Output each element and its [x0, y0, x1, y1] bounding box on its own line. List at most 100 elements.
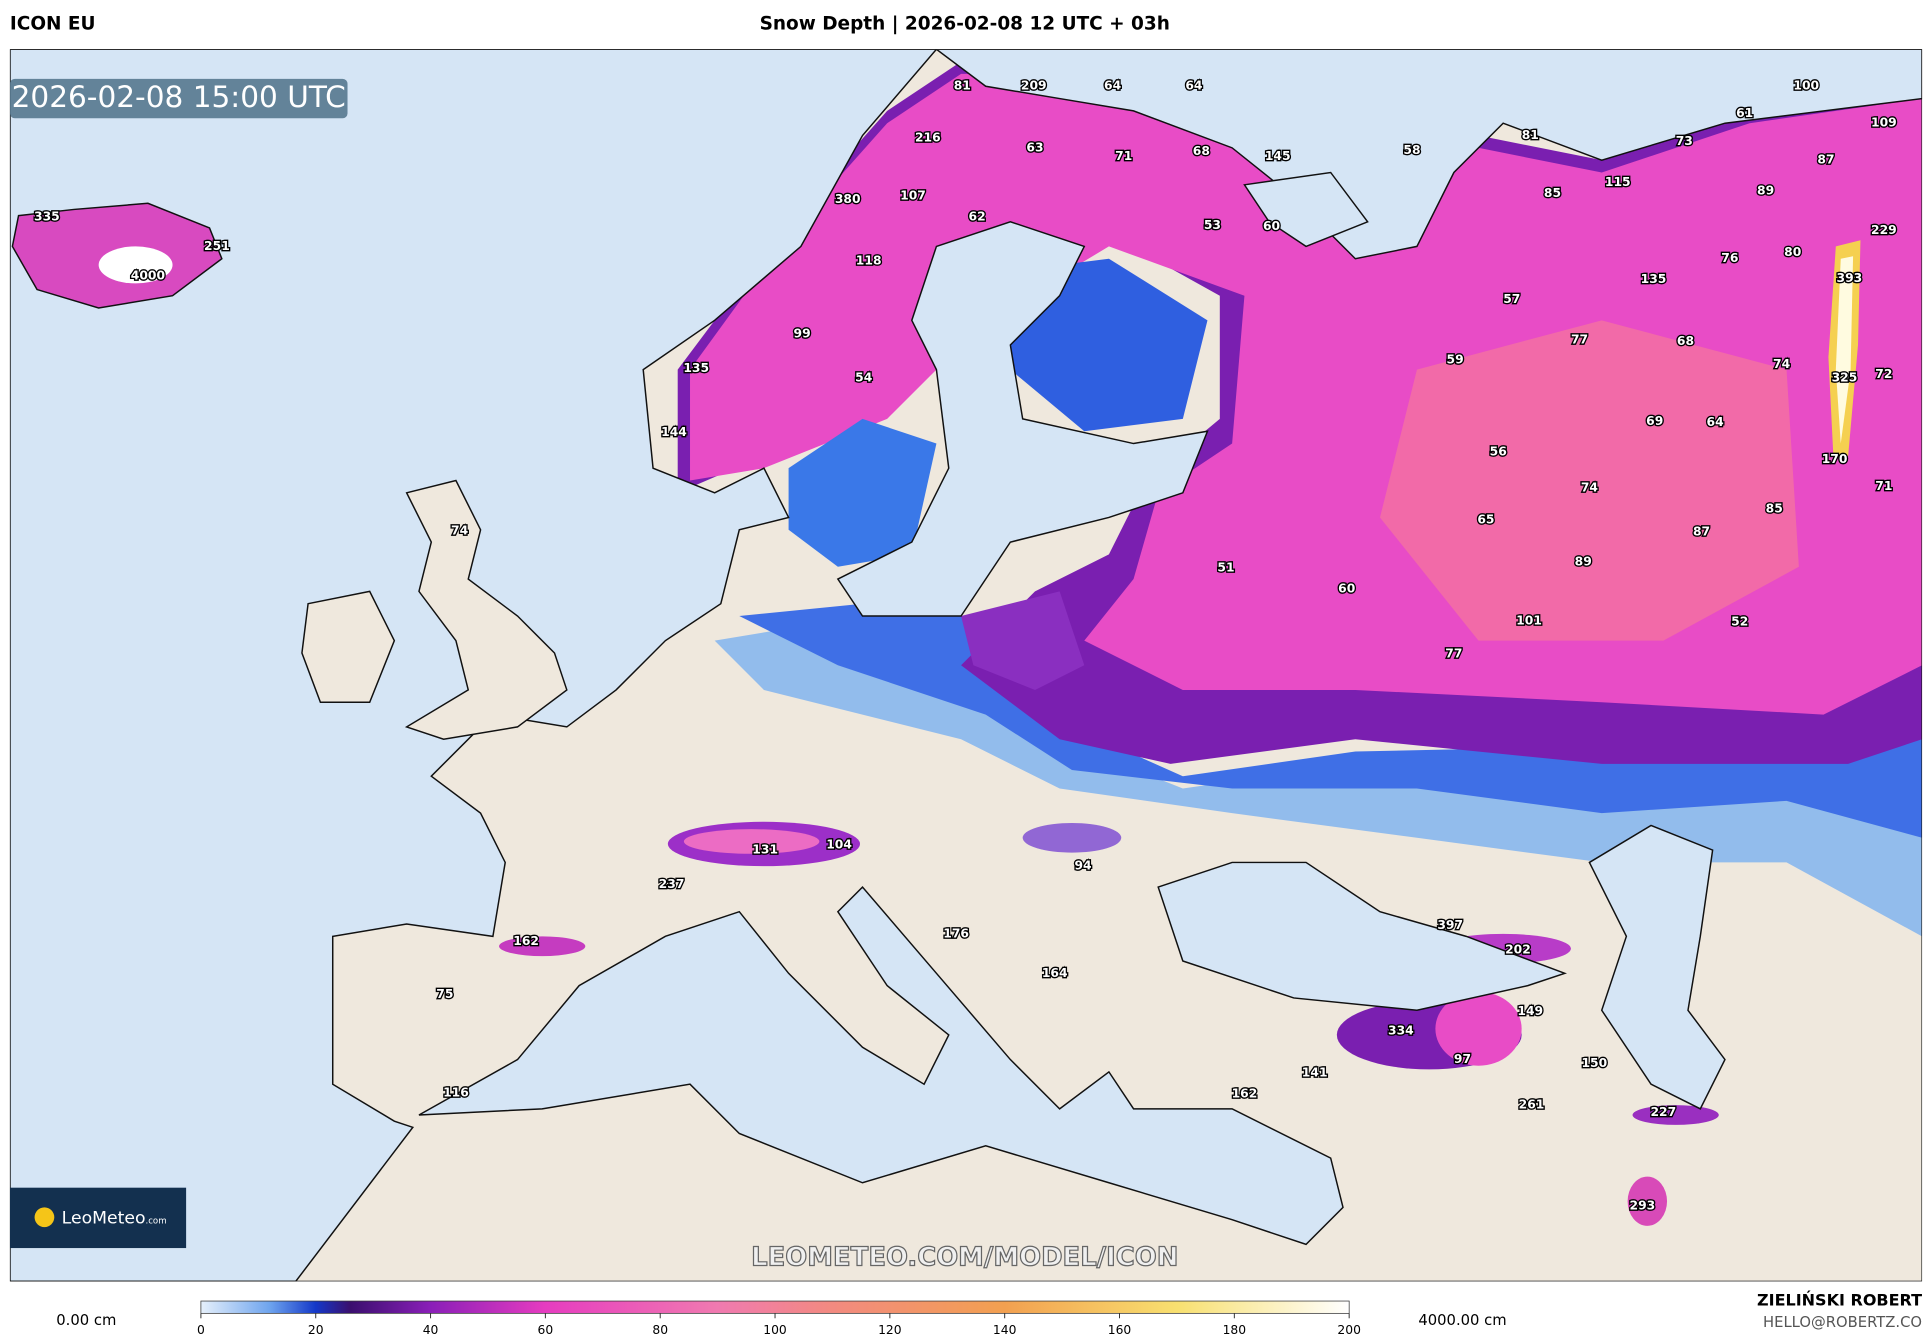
point-value: 135 [1641, 272, 1667, 286]
point-value: 164 [1042, 966, 1068, 980]
britain [404, 479, 568, 740]
snow-turkey-core [1435, 991, 1522, 1066]
point-value: 334 [1388, 1024, 1414, 1038]
point-value: 104 [826, 838, 852, 852]
point-value: 71 [1115, 149, 1132, 163]
point-value: 149 [1517, 1004, 1543, 1018]
point-value: 54 [855, 371, 872, 385]
map-title: Snow Depth | 2026-02-08 12 UTC + 03h [760, 14, 1170, 35]
point-value: 87 [1693, 525, 1710, 539]
point-value: 293 [1630, 1199, 1656, 1213]
watermark: LEOMETEO.COM/MODEL/ICON [751, 1242, 1178, 1272]
point-value: 68 [1193, 144, 1210, 158]
point-value: 237 [659, 877, 685, 891]
snow-zagros [1632, 1105, 1719, 1125]
logo-sun [34, 1207, 55, 1228]
timestamp-box [9, 78, 348, 119]
iceland-glacier [98, 246, 173, 284]
point-value: 60 [1338, 581, 1355, 595]
point-value: 80 [1784, 245, 1801, 259]
point-value: 107 [900, 188, 926, 202]
point-value: 170 [1822, 452, 1848, 466]
black-sea [1157, 861, 1567, 1012]
snow-white [1835, 256, 1854, 444]
point-value: 261 [1519, 1098, 1545, 1112]
point-value: 131 [752, 843, 778, 857]
colorbar-tick-label: 140 [993, 1323, 1017, 1337]
logo-text: LeoMeteo [62, 1208, 146, 1228]
point-value: 64 [1104, 79, 1121, 93]
colorbar-tick-label: 160 [1108, 1323, 1132, 1337]
point-value: 116 [443, 1085, 469, 1099]
point-value: 74 [1581, 480, 1598, 494]
point-value: 65 [1477, 512, 1494, 526]
colorbar-tick-label: 60 [538, 1323, 554, 1337]
arctic [935, 49, 1923, 260]
snow-poland [961, 591, 1085, 690]
point-value: 69 [1646, 414, 1663, 428]
colorbar-max: 4000.00 cm [1418, 1312, 1506, 1329]
point-value: 59 [1447, 352, 1464, 366]
timestamp: 2026-02-08 15:00 UTC [12, 80, 346, 114]
point-value: 89 [1757, 183, 1774, 197]
caspian [1588, 824, 1726, 1110]
point-value: 77 [1571, 333, 1588, 347]
model-name: ICON EU [10, 14, 96, 35]
colorbar-min: 0.00 cm [56, 1312, 116, 1329]
point-value: 251 [204, 239, 230, 253]
point-value: 73 [1676, 134, 1693, 148]
snow-sweden [788, 418, 937, 567]
snow-rose [1379, 320, 1799, 641]
point-value: 393 [1837, 271, 1863, 285]
baltic [836, 220, 1209, 617]
point-value: 229 [1871, 223, 1897, 237]
colorbar-tick-label: 0 [197, 1323, 205, 1337]
white-sea [1243, 171, 1369, 248]
snow-finland [1010, 258, 1208, 432]
point-value: 109 [1871, 116, 1897, 130]
snow-alps-core [683, 829, 820, 854]
point-value: 145 [1265, 149, 1291, 163]
map: 335 251 4000 81 209 64 64 100 61 109 216 63 71 68 145 5… [9, 49, 1923, 1282]
point-value: 4000 [131, 268, 165, 282]
point-value: 202 [1505, 942, 1531, 956]
point-value: 94 [1074, 859, 1091, 873]
point-value: 162 [513, 934, 539, 948]
point-value: 75 [436, 987, 453, 1001]
point-value: 141 [1302, 1066, 1328, 1080]
point-value: 61 [1736, 106, 1753, 120]
point-value: 335 [34, 209, 60, 223]
point-value: 74 [451, 524, 468, 538]
colorbar-tick-label: 100 [763, 1323, 787, 1337]
point-value: 85 [1544, 186, 1561, 200]
point-value: 150 [1581, 1056, 1607, 1070]
point-value: 74 [1773, 357, 1790, 371]
point-value: 62 [969, 209, 986, 223]
point-value: 81 [954, 79, 971, 93]
point-value: 100 [1793, 79, 1819, 93]
point-value: 97 [1454, 1052, 1471, 1066]
point-value: 209 [1021, 79, 1047, 93]
colorbar-tick-label: 20 [308, 1323, 324, 1337]
logo-suffix: .com [145, 1216, 166, 1226]
point-value: 99 [794, 326, 811, 340]
point-value: 87 [1817, 153, 1834, 167]
colorbar [200, 1300, 1350, 1314]
point-value: 56 [1490, 445, 1507, 459]
colorbar-ticks: 0 20 40 60 80 100 120 140 160 180 200 [197, 1313, 1361, 1337]
point-value: 57 [1503, 292, 1520, 306]
point-value: 380 [835, 192, 861, 206]
point-value: 118 [856, 254, 882, 268]
point-values: 335 251 4000 81 209 64 64 100 61 109 216 63 71 68 145 5… [33, 77, 1898, 1214]
colorbar-tick-label: 180 [1223, 1323, 1247, 1337]
point-value: 227 [1650, 1105, 1676, 1119]
point-value: 64 [1707, 415, 1724, 429]
point-value: 58 [1403, 143, 1420, 157]
email: HELLO@ROBERTZ.CO [1763, 1314, 1922, 1331]
point-value: 135 [683, 361, 709, 375]
point-value: 115 [1605, 175, 1631, 189]
snow-carpathians [1022, 823, 1122, 853]
point-value: 101 [1516, 613, 1542, 627]
point-value: 162 [1232, 1087, 1258, 1101]
